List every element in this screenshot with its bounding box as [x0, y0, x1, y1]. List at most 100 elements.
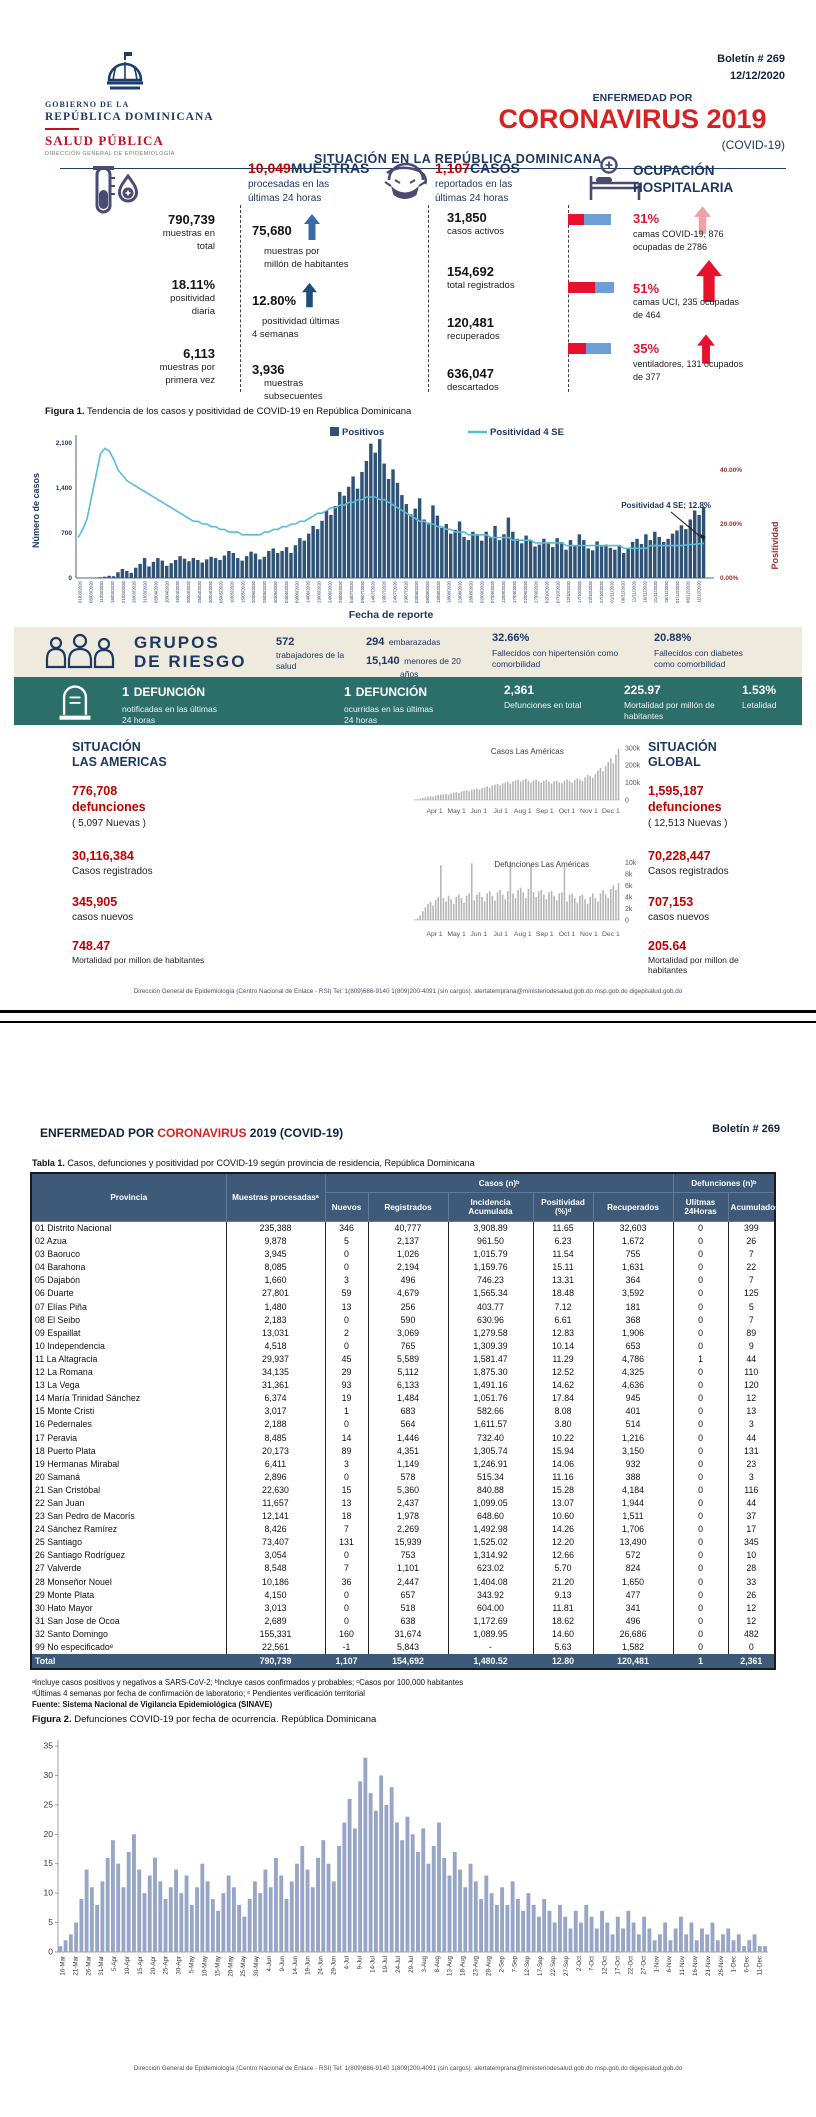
svg-text:25: 25 — [44, 1799, 54, 1809]
svg-text:Jul 1: Jul 1 — [494, 931, 509, 938]
table-cell: 0 — [672, 1418, 729, 1432]
table-cell: 09 Espaillat — [30, 1326, 227, 1340]
table-cell: 2,188 — [225, 1418, 326, 1432]
uci-occupancy-bar — [568, 282, 620, 293]
table-cell: 5,112 — [367, 1366, 449, 1380]
svg-text:5-Apr: 5-Apr — [111, 1956, 118, 1971]
table-cell: 256 — [367, 1300, 449, 1314]
table-cell: 657 — [367, 1588, 449, 1602]
table-cell: 73,407 — [225, 1536, 326, 1550]
page-1: GOBIERNO DE LA REPÚBLICA DOMINICANA SALU… — [0, 0, 816, 1010]
casos-americas-chart: 300k 200k 100k 0 Casos Las Américas Apr 1 May … — [414, 745, 641, 815]
svg-text:28/08/2020: 28/08/2020 — [469, 580, 474, 603]
svg-text:2,100: 2,100 — [56, 440, 73, 447]
svg-text:02/09/2020: 02/09/2020 — [479, 580, 484, 603]
total-registrados-value: 154,692 — [447, 264, 494, 279]
table-cell: 6.61 — [532, 1313, 594, 1327]
svg-text:30/05/2020: 30/05/2020 — [273, 580, 278, 603]
svg-text:07/09/2020: 07/09/2020 — [490, 580, 495, 603]
svg-text:06/03/2020: 06/03/2020 — [88, 580, 93, 603]
svg-text:14/06/2020: 14/06/2020 — [306, 580, 311, 603]
recuperados-value: 120,481 — [447, 315, 494, 330]
svg-text:24/07/2020: 24/07/2020 — [392, 580, 397, 603]
por-millon-label2: millón de habitantes — [264, 259, 349, 270]
table-cell: 399 — [727, 1221, 776, 1236]
table-cell: 2,896 — [225, 1470, 326, 1484]
vent-label1: ventiladores, 131 ocupados — [633, 359, 744, 369]
svg-text:04/07/2020: 04/07/2020 — [349, 580, 354, 603]
table-cell: 5 — [324, 1235, 369, 1249]
table-cell: 1,660 — [225, 1274, 326, 1288]
svg-text:22-Sep: 22-Sep — [550, 1955, 557, 1976]
table-cell: 03 Baoruco — [30, 1248, 227, 1262]
menores-value: 15,140 — [366, 655, 400, 667]
table-cell: 04 Barahona — [30, 1261, 227, 1275]
camas-label: camas COVID-19, 876 ocupadas de 2786 — [633, 228, 788, 253]
table-cell: 0 — [324, 1418, 369, 1432]
global-nuevos-label: casos nuevos — [648, 912, 710, 923]
table-cell: 110 — [727, 1366, 776, 1380]
provincias-table: Provincia Muestras procesadasᵃ Casos (n)… — [30, 1172, 780, 1671]
por-millon-value: 75,680 — [252, 223, 292, 238]
svg-text:May 1: May 1 — [447, 931, 466, 938]
svg-text:27/10/2020: 27/10/2020 — [599, 580, 604, 603]
figura2-chart: 35 30 25 20 15 10 5 0 16-Mar 21-Mar 26-Mar 31-Mar 5-… — [44, 1740, 768, 1977]
table-cell: 1,015.79 — [447, 1248, 534, 1262]
casos-24h-sub2: últimas 24 horas — [435, 192, 509, 204]
table-cell: 06 Duarte — [30, 1287, 227, 1301]
table-cell: 44 — [727, 1352, 776, 1367]
table-cell: 10.60 — [532, 1510, 594, 1524]
table-cell: 564 — [367, 1418, 449, 1432]
page2-header: ENFERMEDAD POR CORONAVIRUS 2019 (COVID-1… — [40, 1126, 343, 1140]
recuperados-label: recuperados — [447, 331, 500, 342]
table-total-cell: 2,361 — [727, 1654, 776, 1670]
muestras-total-block: 790,739 muestras en total — [65, 212, 215, 253]
svg-text:30/04/2020: 30/04/2020 — [208, 580, 213, 603]
svg-text:8-Aug: 8-Aug — [434, 1955, 441, 1972]
svg-text:1-Dec: 1-Dec — [731, 1956, 738, 1973]
figura1-caption-bold: Figura 1. — [45, 406, 85, 417]
americas-nuevos: 345,905 — [72, 895, 118, 909]
svg-text:16/03/2020: 16/03/2020 — [110, 580, 115, 603]
page-2: ENFERMEDAD POR CORONAVIRUS 2019 (COVID-1… — [0, 1023, 816, 2117]
camas-occupancy-bar — [568, 214, 620, 225]
table-cell: 1,581.47 — [447, 1352, 534, 1367]
table-cell: 364 — [592, 1274, 674, 1288]
table-cell: 22 San Juan — [30, 1496, 227, 1511]
svg-text:02/10/2020: 02/10/2020 — [545, 580, 550, 603]
svg-text:16-Nov: 16-Nov — [692, 1955, 699, 1976]
casos-24h-value: 1,107 — [435, 160, 471, 176]
table-cell: 6.23 — [532, 1235, 594, 1249]
svg-text:29/07/2020: 29/07/2020 — [403, 580, 408, 603]
table-cell: 15.94 — [532, 1444, 594, 1458]
svg-text:14-Jun: 14-Jun — [292, 1955, 299, 1974]
svg-text:30-May: 30-May — [253, 1955, 260, 1977]
table-cell: 2,689 — [225, 1614, 326, 1628]
grupo-hipertension: 32.66% Fallecidos con hipertensión como … — [492, 632, 642, 669]
table-cell: 0 — [672, 1366, 729, 1380]
muestras-24h-sub1: procesadas en las — [248, 179, 330, 190]
muestras-total-value: 790,739 — [168, 212, 215, 227]
tombstone-icon — [59, 685, 91, 720]
table-cell: 7 — [324, 1523, 369, 1537]
svg-text:06/11/2020: 06/11/2020 — [621, 580, 626, 602]
notificadas-value: 1 — [122, 684, 130, 699]
table-cell: 11.65 — [532, 1221, 594, 1236]
svg-text:09/06/2020: 09/06/2020 — [295, 580, 300, 603]
svg-text:23-Aug: 23-Aug — [473, 1955, 480, 1976]
table-cell: 0 — [672, 1405, 729, 1419]
salud-publica-label: SALUD PÚBLICA — [45, 133, 164, 148]
table-cell: 630.96 — [447, 1313, 534, 1327]
svg-text:0: 0 — [625, 798, 629, 805]
table-cell: 1,305.74 — [447, 1444, 534, 1458]
table-cell: 6,133 — [367, 1379, 449, 1393]
uci-pct: 51% — [633, 281, 660, 296]
notificadas-label2: 24 horas — [122, 715, 156, 725]
svg-text:Aug 1: Aug 1 — [514, 931, 532, 938]
table-cell: 5.70 — [532, 1562, 594, 1576]
table-cell: 746.23 — [447, 1274, 534, 1288]
table-cell: 9 — [727, 1339, 776, 1353]
table-cell: 37 — [727, 1510, 776, 1524]
svg-text:05/04/2020: 05/04/2020 — [154, 580, 159, 603]
svg-text:11/12/2020: 11/12/2020 — [697, 580, 702, 602]
